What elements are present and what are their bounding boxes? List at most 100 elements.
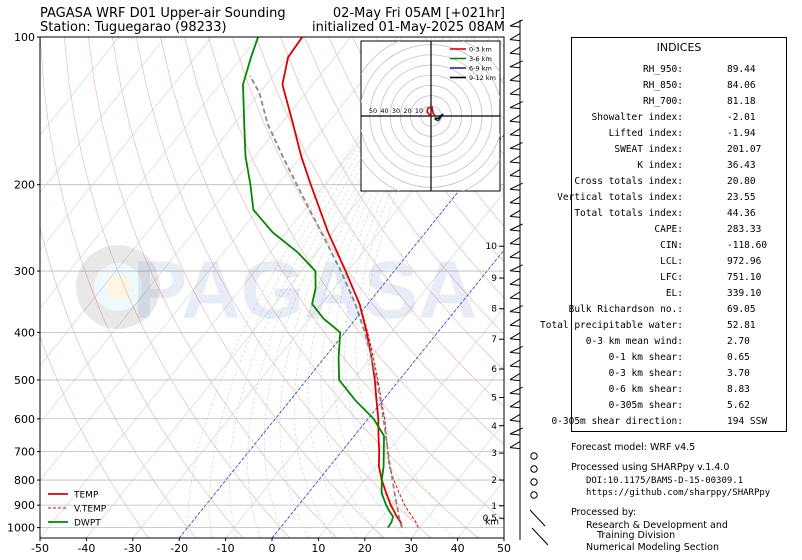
valid-time: 02-May Fri 05AM [+021hr] [332,6,505,21]
dry-adiabat [88,37,338,538]
series-dwpt [242,37,395,529]
index-value: 69.05 [727,304,756,315]
isotherm-line [40,37,398,481]
wind-barb [509,141,523,149]
moist-adiabat [294,37,453,538]
height-scale: 0.5 1 2 3 4 5 6 7 8 9 10 km [483,242,504,527]
moist-adiabat [279,37,449,538]
index-value: -118.60 [727,240,768,251]
pressure-tick-label: 700 [14,446,35,459]
temp-tick-label: 0 [269,542,276,555]
wind-barb-shaft [509,351,521,354]
wind-barb [509,209,521,217]
wind-barb [509,250,521,258]
isotherm-line [40,37,120,136]
legend-label: DWPT [74,519,101,529]
index-row: LCL: 972.96 [572,256,786,272]
moist-adiabat [229,37,437,538]
index-row: 0-6 km shear: 8.83 [572,384,786,400]
dry-adiabat [112,37,385,538]
indices-title: INDICES [656,41,702,54]
index-label: CIN: [660,240,683,251]
index-label: LCL: [660,256,683,267]
wind-barb-shaft [509,39,521,42]
index-row: Vertical totals index: 23.55 [557,192,786,208]
indices-panel: INDICES RH_950: 89.44 RH_850: 84.06 RH_700: 8… [540,37,787,432]
legend-label: V.TEMP [74,505,107,515]
height-tick-label: 5 [491,393,497,403]
temp-tick-label: -40 [77,542,95,555]
highlight-isotherm [271,249,504,538]
wind-barb-shaft [509,270,521,273]
index-value: 8.83 [727,384,750,395]
series-v-temp [345,270,419,528]
moist-adiabat [209,37,433,538]
pagasa-watermark [76,245,160,329]
temp-tick-label: 30 [404,542,418,555]
wind-barb [509,33,521,41]
wind-barb-shaft [509,147,521,150]
wind-barb-shaft [509,120,521,123]
temp-tick-label: -10 [217,542,235,555]
wind-barb [509,305,523,313]
temp-tick-label: 40 [451,542,465,555]
temp-tick-label: -20 [170,542,188,555]
dry-adiabat [40,335,149,538]
wind-barb-shaft [509,25,521,28]
processed-using: Processed using SHARPpy v.1.4.0 [571,462,730,473]
wind-barb [509,196,521,204]
index-row: 0-3 km mean wind: 2.70 [572,336,786,352]
index-label: RH_950: [642,64,683,75]
wind-barb-shaft [509,392,521,395]
wind-barb [509,128,521,136]
dry-adiabat [136,37,432,538]
wind-barb-shaft [509,406,521,409]
wind-barb [509,155,521,163]
chart-title: PAGASA WRF D01 Upper-air Sounding [40,6,286,21]
wind-barb-shaft [509,338,521,341]
hodograph-legend-label: 3-6 km [469,55,492,63]
index-row: K index: 36.43 [572,160,786,176]
wind-barb-shaft [509,161,521,164]
index-label: SWEAT index: [614,144,683,155]
index-value: 81.18 [727,96,756,107]
dry-adiabat [40,226,196,538]
index-value: 201.07 [727,144,762,155]
index-label: 0-305m shear: [608,400,683,411]
index-label: LFC: [660,272,683,283]
temp-tick-label: 10 [311,542,325,555]
index-label: K index: [637,160,683,171]
processed-by: Processed by: [571,507,637,518]
wind-barb [509,169,521,177]
wind-barb [509,277,521,285]
hodograph-legend-label: 9-12 km [469,74,496,82]
legend-label: TEMP [73,491,99,501]
wind-barb [509,441,521,449]
hodo-trace-0-3km [426,106,437,118]
wind-barb [509,19,523,27]
wind-barb [509,87,521,95]
dry-adiabat [352,37,504,263]
index-row: CAPE: 283.33 [572,224,786,240]
wind-barb-shaft [509,229,521,232]
height-tick-label: 6 [491,365,497,375]
dry-adiabat [304,37,504,335]
index-value: 52.81 [727,320,756,331]
github-url: https://github.com/sharppy/SHARPpy [586,488,771,498]
init-time: initialized 01-May-2025 08AM [311,20,505,35]
hodograph-legend-label: 6-9 km [469,65,492,73]
height-tick-label: 2 [491,476,497,486]
wind-barb-shaft [509,188,521,191]
index-row: 0-305m shear: 5.62 [572,400,786,416]
index-value: 84.06 [727,80,756,91]
isotherm-line [40,37,352,424]
wind-barb [509,101,523,109]
height-unit-label: km [485,517,499,527]
index-row: LFC: 751.10 [572,272,786,288]
wind-barb-shaft [509,283,521,286]
hodograph-legend-label: 0-3 km [469,46,492,54]
height-tick-label: 9 [491,274,497,284]
wind-barb-shaft [509,52,521,55]
dry-adiabat [40,37,244,538]
